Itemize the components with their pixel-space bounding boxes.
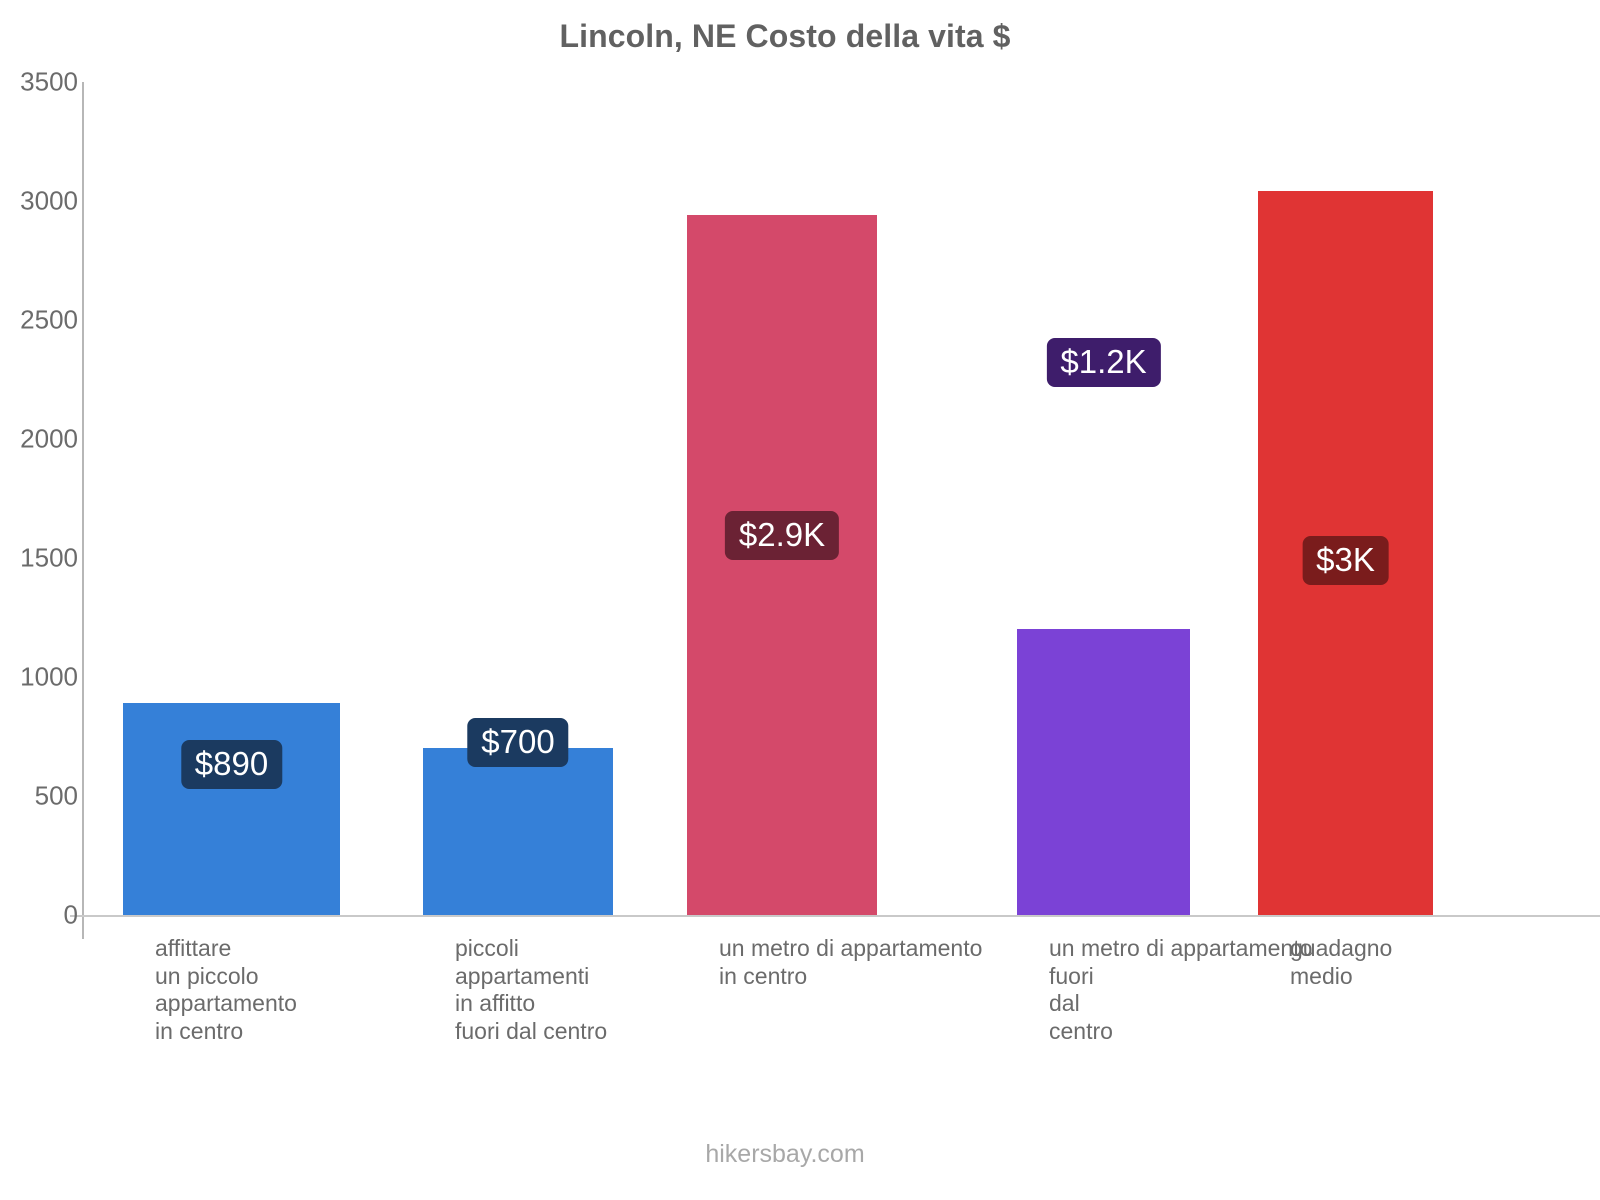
x-axis-category-label: un metro di appartamento fuori dal centr… — [1049, 935, 1313, 1044]
bar-value-label: $700 — [467, 718, 569, 767]
bar-value-label: $890 — [180, 740, 283, 789]
bar-value-label: $3K — [1302, 536, 1389, 585]
x-axis-baseline — [70, 915, 1600, 917]
x-axis-category-label: guadagno medio — [1290, 935, 1393, 989]
y-axis-tick-label: 0 — [63, 899, 78, 930]
y-axis-tick-label: 3500 — [20, 66, 78, 97]
bar-value-label: $2.9K — [724, 511, 840, 560]
y-axis-tick-label: 1000 — [20, 661, 78, 692]
bar[interactable]: $3K — [1258, 191, 1433, 915]
bar-value-label: $1.2K — [1046, 338, 1161, 387]
bar[interactable]: $890 — [123, 703, 340, 915]
watermark: hikersbay.com — [705, 1140, 865, 1168]
x-axis-category-label: affittare un piccolo appartamento in cen… — [155, 935, 297, 1044]
y-axis-tick-label: 3000 — [20, 185, 78, 216]
x-axis-category-label: un metro di appartamento in centro — [719, 935, 983, 989]
x-axis-category-label: piccoli appartamenti in affitto fuori da… — [455, 935, 608, 1044]
y-axis-tick-label: 1500 — [20, 542, 78, 573]
bar[interactable]: $1.2K — [1017, 338, 1190, 915]
y-axis-tick-label: 500 — [34, 780, 78, 811]
page-title: Lincoln, NE Costo della vita $ — [559, 18, 1011, 54]
bar[interactable]: $2.9K — [687, 215, 877, 915]
y-axis-tick-label: 2500 — [20, 304, 78, 335]
y-axis-tick-label: 2000 — [20, 423, 78, 454]
y-axis-line — [82, 82, 84, 939]
bar[interactable]: $700 — [423, 718, 613, 915]
